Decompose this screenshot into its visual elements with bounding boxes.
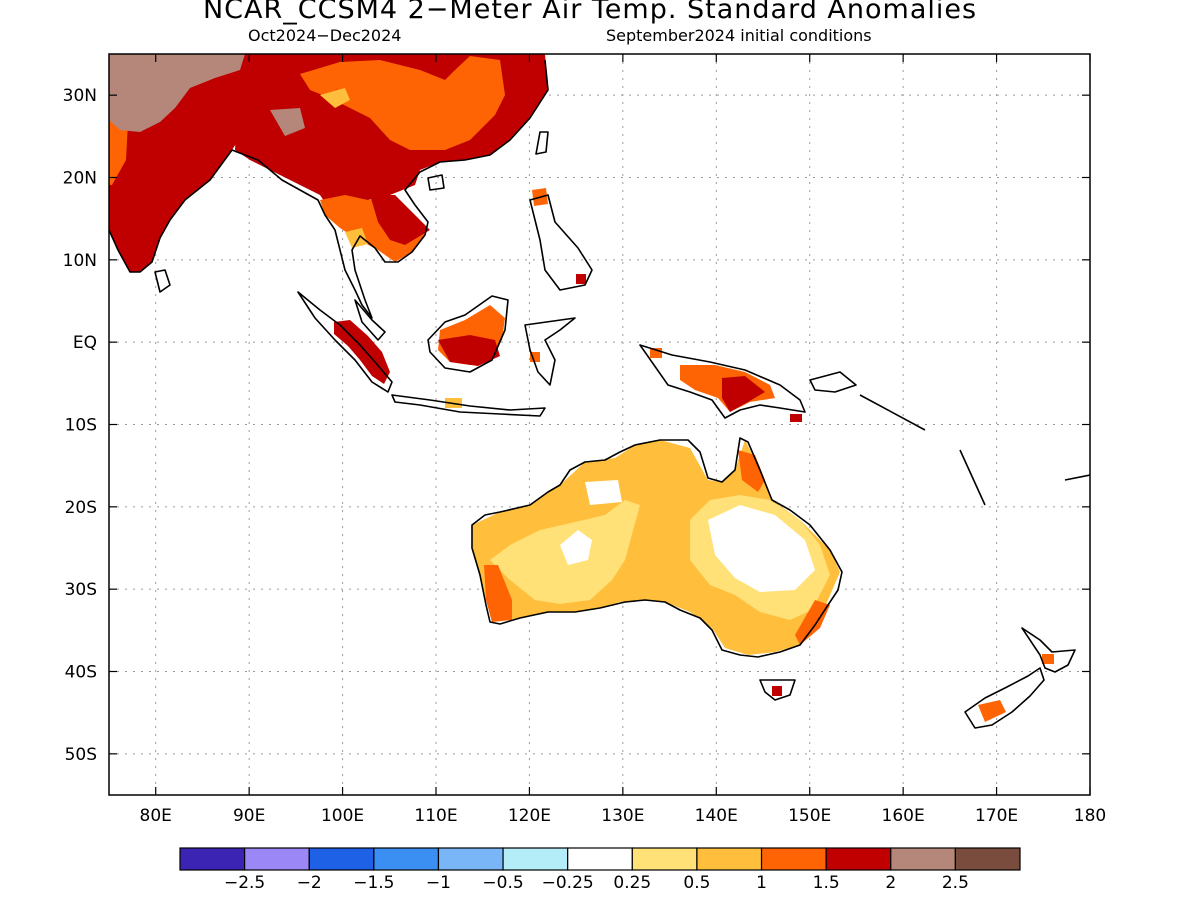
anomaly-china-east-mild bbox=[320, 88, 350, 108]
colorbar-swatch bbox=[954, 847, 1021, 871]
coast-sumatra bbox=[297, 291, 393, 393]
anomaly-philippines-south bbox=[576, 274, 586, 284]
coast-nz-south bbox=[964, 667, 1045, 729]
coastlines bbox=[109, 59, 1090, 729]
lon-tick-label: 130E bbox=[601, 806, 644, 826]
lat-tick-label: 20N bbox=[63, 169, 97, 189]
lat-tick-label: 40S bbox=[65, 663, 97, 683]
latitude-labels: 30N 20N 10N EQ 10S 20S 30S 40S 50S bbox=[63, 86, 1090, 765]
lon-tick-label: 170E bbox=[975, 806, 1018, 826]
colorbar-swatch bbox=[760, 847, 827, 871]
initial-conditions-label: September2024 initial conditions bbox=[606, 26, 872, 45]
coast-nz-north bbox=[1021, 627, 1076, 673]
anomaly-fields bbox=[109, 54, 1090, 729]
anomaly-australia-north-warm bbox=[738, 450, 765, 492]
coast-sri-lanka bbox=[154, 269, 171, 293]
colorbar-swatch bbox=[437, 847, 504, 871]
lon-tick-label: 140E bbox=[695, 806, 738, 826]
coast-java bbox=[391, 394, 546, 417]
coast-taiwan bbox=[535, 131, 549, 155]
anomaly-australia-neutral-1 bbox=[708, 505, 815, 592]
anomaly-sumatra bbox=[334, 320, 390, 384]
colorbar-label: −2 bbox=[297, 873, 322, 893]
colorbar-label: −1.5 bbox=[353, 873, 394, 893]
anomaly-tasmania bbox=[772, 686, 782, 696]
colorbar-label: 2.5 bbox=[942, 873, 969, 893]
coast-new-guinea bbox=[639, 344, 806, 419]
colorbar-swatch bbox=[373, 847, 440, 871]
coast-borneo bbox=[427, 295, 509, 373]
lat-tick-label: 20S bbox=[65, 498, 97, 518]
colorbar-label: 0.5 bbox=[683, 873, 710, 893]
lat-tick-label: 10N bbox=[63, 251, 97, 271]
lat-tick-label: 30N bbox=[63, 86, 97, 106]
lon-tick-label: 90E bbox=[233, 806, 265, 826]
anomaly-new-zealand-south bbox=[978, 700, 1006, 722]
colorbar-swatch bbox=[244, 847, 310, 871]
anomaly-indochina-core bbox=[370, 195, 430, 245]
coast-hainan bbox=[427, 174, 445, 191]
anomaly-tibet bbox=[109, 54, 245, 132]
coast-new-britain bbox=[809, 371, 857, 393]
coast-philippines bbox=[529, 194, 593, 291]
coast-australia bbox=[471, 437, 843, 658]
lon-tick-label: 110E bbox=[414, 806, 457, 826]
lon-tick-label: 120E bbox=[508, 806, 551, 826]
colorbar-label: 1 bbox=[756, 873, 767, 893]
longitude-labels: 80E 90E 100E 110E 120E 130E 140E 150E 160E 170E 18… bbox=[140, 54, 1106, 826]
coast-solomons bbox=[859, 394, 926, 431]
coast-vanuatu-fiji bbox=[959, 449, 1090, 506]
lon-tick-label: 160E bbox=[882, 806, 925, 826]
colorbar-label: −0.5 bbox=[482, 873, 523, 893]
colorbar-swatch bbox=[631, 847, 698, 871]
colorbar-label: −2.5 bbox=[224, 873, 265, 893]
coast-sulawesi bbox=[524, 317, 576, 386]
colorbar-swatch bbox=[179, 847, 246, 871]
lat-tick-label: 10S bbox=[65, 416, 97, 436]
lat-tick-label: 30S bbox=[65, 580, 97, 600]
anomaly-australia-east-warm bbox=[795, 600, 830, 645]
anomaly-sulawesi bbox=[530, 352, 540, 362]
anomaly-india-warm bbox=[109, 120, 128, 185]
anomaly-new-zealand-north bbox=[1042, 654, 1054, 664]
colorbar-swatch bbox=[308, 847, 375, 871]
colorbar bbox=[179, 847, 1021, 871]
colorbar-label: −0.25 bbox=[542, 873, 594, 893]
lat-tick-label: EQ bbox=[73, 333, 97, 353]
lon-tick-label: 80E bbox=[140, 806, 172, 826]
lat-tick-label: 50S bbox=[65, 745, 97, 765]
anomaly-china-east bbox=[300, 56, 505, 150]
colorbar-label: 2 bbox=[885, 873, 896, 893]
anomaly-australia-neutral-3 bbox=[585, 480, 622, 505]
colorbar-labels: −2.5 −2 −1.5 −1 −0.5 −0.25 0.25 0.5 1 1.5 2 2.5 bbox=[224, 873, 969, 893]
coast-tasmania bbox=[759, 679, 796, 701]
colorbar-swatch bbox=[696, 847, 763, 871]
lon-tick-label: 180 bbox=[1074, 806, 1106, 826]
colorbar-swatch bbox=[890, 847, 956, 871]
anomaly-australia-neutral-2 bbox=[560, 530, 592, 565]
anomaly-indochina-mild bbox=[345, 228, 368, 248]
chart-title: NCAR_CCSM4 2−Meter Air Temp. Standard An… bbox=[202, 0, 978, 25]
coast-asia bbox=[109, 59, 549, 319]
colorbar-swatch bbox=[825, 847, 892, 871]
anomaly-new-britain bbox=[790, 414, 802, 422]
anomaly-borneo-core bbox=[438, 335, 500, 366]
anomaly-tibet-high bbox=[270, 108, 305, 136]
colorbar-label: 1.5 bbox=[813, 873, 840, 893]
forecast-period: Oct2024−Dec2024 bbox=[248, 26, 402, 45]
anomaly-new-guinea-core bbox=[722, 376, 765, 412]
lon-tick-label: 100E bbox=[321, 806, 364, 826]
colorbar-label: 0.25 bbox=[613, 873, 651, 893]
lon-tick-label: 150E bbox=[788, 806, 831, 826]
anomaly-australia-west-warm bbox=[484, 565, 512, 622]
coast-malay bbox=[354, 299, 386, 341]
colorbar-swatch bbox=[502, 847, 569, 871]
colorbar-label: −1 bbox=[426, 873, 451, 893]
gridlines bbox=[109, 54, 1091, 795]
colorbar-swatch bbox=[567, 847, 633, 871]
